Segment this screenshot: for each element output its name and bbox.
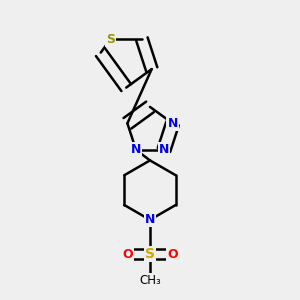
Text: CH₃: CH₃: [139, 274, 161, 287]
Text: S: S: [145, 247, 155, 261]
Text: O: O: [122, 248, 133, 260]
Text: N: N: [167, 117, 178, 130]
Text: N: N: [159, 143, 169, 156]
Text: S: S: [106, 33, 115, 46]
Text: O: O: [167, 248, 178, 260]
Text: N: N: [131, 143, 141, 156]
Text: N: N: [145, 213, 155, 226]
